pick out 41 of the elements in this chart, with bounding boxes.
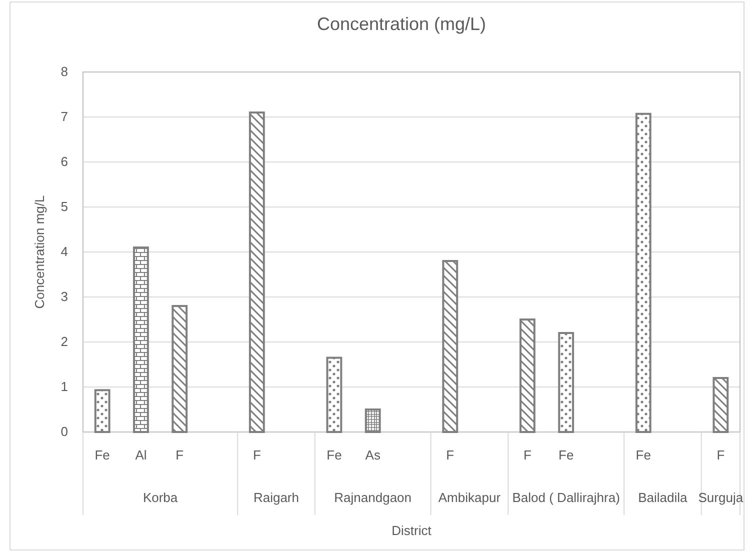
y-tick-label: 2: [60, 334, 68, 350]
bar: [248, 112, 265, 433]
x-tick-label: F: [716, 448, 725, 463]
x-tick-label: F: [523, 448, 532, 463]
y-tick-label: 6: [60, 154, 68, 170]
text: Balod ( Dallirajhra): [512, 490, 620, 505]
x-tick-label: Fe: [326, 448, 342, 463]
bar: [635, 112, 652, 433]
y-tick-label: 3: [60, 289, 68, 304]
bar: [133, 246, 149, 433]
x-tick-label: F: [252, 448, 261, 463]
y-tick-label: 8: [60, 64, 68, 80]
text: Surguja: [698, 490, 744, 505]
text: Bailadila: [638, 490, 688, 505]
y-tick-label: 1: [60, 379, 68, 394]
text: Ambikapur: [438, 490, 502, 505]
bar: [442, 260, 458, 433]
y-axis-title: Concentration mg/L: [32, 195, 47, 309]
x-tick-label: Fe: [94, 448, 110, 463]
x-tick-label: As: [365, 448, 381, 463]
bar: [712, 377, 729, 433]
x-tick-label: F: [446, 448, 454, 463]
x-tick-label: Fe: [558, 448, 574, 463]
y-tick-label: 4: [60, 244, 68, 260]
bar: [326, 356, 342, 433]
x-axis-title: District: [392, 523, 432, 538]
text: Raigarh: [253, 490, 299, 505]
x-tick-label: Al: [135, 448, 147, 463]
text: Korba: [142, 490, 178, 505]
x-tick-label: F: [176, 448, 184, 463]
bar: [94, 389, 110, 433]
text: Rajnandgaon: [334, 490, 412, 505]
bar: [364, 408, 381, 433]
y-tick-label: 7: [60, 109, 68, 124]
bar: [519, 318, 536, 433]
y-tick-label: 0: [60, 424, 68, 440]
x-tick-label: Fe: [636, 448, 651, 463]
bar: [172, 305, 188, 433]
y-tick-label: 5: [60, 199, 68, 214]
chart-title: Concentration (mg/L): [316, 14, 486, 34]
bar: [558, 332, 574, 433]
